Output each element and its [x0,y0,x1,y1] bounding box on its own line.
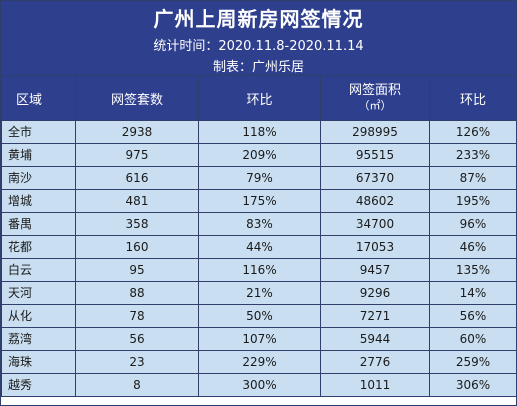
cell-units: 88 [75,281,199,305]
cell-area-change: 56% [429,304,516,328]
cell-area: 9457 [320,258,430,282]
cell-region: 增城 [1,189,76,213]
col-area-label: 网签面积 [348,83,401,98]
signing-table: 区域 网签套数 环比 网签面积 （㎡） 环比 全市 2938 118% 298995 1… [1,75,516,397]
cell-units: 23 [75,350,199,374]
cell-area: 17053 [320,235,430,259]
table-row: 番禺 358 83% 34700 96% [1,212,516,236]
cell-area-change: 233% [429,143,516,167]
cell-units: 78 [75,304,199,328]
cell-region: 黄埔 [1,143,76,167]
cell-region: 白云 [1,258,76,282]
cell-units: 8 [75,373,199,397]
cell-units-change: 50% [198,304,321,328]
table-row: 南沙 616 79% 67370 87% [1,166,516,190]
report-title: 广州上周新房网签情况 [153,7,364,31]
col-area-change: 环比 [429,75,516,121]
table-row: 白云 95 116% 9457 135% [1,258,516,282]
cell-region: 天河 [1,281,76,305]
col-area: 网签面积 （㎡） [320,75,430,121]
cell-units: 56 [75,327,199,351]
table-row: 荔湾 56 107% 5944 60% [1,327,516,351]
cell-units-change: 116% [198,258,321,282]
cell-area-change: 87% [429,166,516,190]
cell-area-change: 259% [429,350,516,374]
table-row: 黄埔 975 209% 95515 233% [1,143,516,167]
cell-units: 160 [75,235,199,259]
report-header: 广州上周新房网签情况 统计时间：2020.11.8-2020.11.14 制表：… [1,1,516,75]
cell-units-change: 107% [198,327,321,351]
cell-area: 34700 [320,212,430,236]
cell-units: 358 [75,212,199,236]
cell-units: 481 [75,189,199,213]
cell-area-change: 135% [429,258,516,282]
col-units: 网签套数 [75,75,199,121]
cell-units-change: 44% [198,235,321,259]
cell-units-change: 21% [198,281,321,305]
cell-region: 南沙 [1,166,76,190]
cell-area-change: 60% [429,327,516,351]
cell-area-change: 126% [429,120,516,144]
cell-area-change: 96% [429,212,516,236]
cell-units-change: 209% [198,143,321,167]
table-row: 花都 160 44% 17053 46% [1,235,516,259]
col-units-change: 环比 [198,75,321,121]
cell-area-change: 14% [429,281,516,305]
table-row: 全市 2938 118% 298995 126% [1,120,516,144]
cell-area-change: 306% [429,373,516,397]
cell-area-change: 195% [429,189,516,213]
cell-region: 从化 [1,304,76,328]
cell-region: 荔湾 [1,327,76,351]
cell-units: 616 [75,166,199,190]
cell-units: 2938 [75,120,199,144]
stats-period: 统计时间：2020.11.8-2020.11.14 [153,39,364,54]
cell-area-change: 46% [429,235,516,259]
table-body: 全市 2938 118% 298995 126% 黄埔 975 209% 95515 233% 南沙… [1,120,516,397]
cell-units-change: 118% [198,120,321,144]
col-region: 区域 [1,75,76,121]
cell-units-change: 229% [198,350,321,374]
cell-units: 95 [75,258,199,282]
cell-region: 花都 [1,235,76,259]
table-maker: 制表：广州乐居 [212,60,304,75]
cell-region: 海珠 [1,350,76,374]
col-area-unit: （㎡） [358,99,392,112]
cell-area: 298995 [320,120,430,144]
cell-region: 全市 [1,120,76,144]
cell-area: 67370 [320,166,430,190]
cell-area: 1011 [320,373,430,397]
table-row: 增城 481 175% 48602 195% [1,189,516,213]
cell-area: 5944 [320,327,430,351]
table-row: 从化 78 50% 7271 56% [1,304,516,328]
cell-units: 975 [75,143,199,167]
cell-region: 越秀 [1,373,76,397]
cell-area: 9296 [320,281,430,305]
cell-area: 48602 [320,189,430,213]
table-row: 海珠 23 229% 2776 259% [1,350,516,374]
cell-units-change: 300% [198,373,321,397]
cell-units-change: 79% [198,166,321,190]
table-row: 天河 88 21% 9296 14% [1,281,516,305]
cell-area: 7271 [320,304,430,328]
cell-region: 番禺 [1,212,76,236]
cell-area: 95515 [320,143,430,167]
cell-area: 2776 [320,350,430,374]
table-header-row: 区域 网签套数 环比 网签面积 （㎡） 环比 [1,75,516,121]
table-row: 越秀 8 300% 1011 306% [1,373,516,397]
cell-units-change: 83% [198,212,321,236]
cell-units-change: 175% [198,189,321,213]
